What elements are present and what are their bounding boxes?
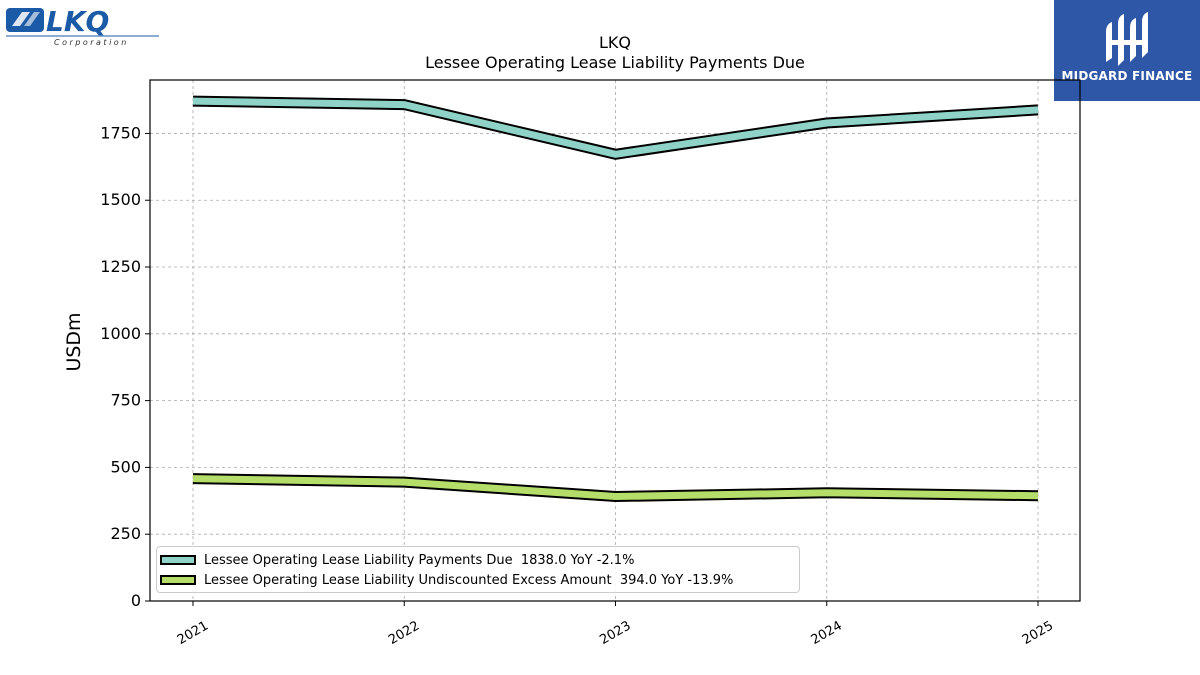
lkq-emblem-icon <box>6 8 44 32</box>
x-tick-label: 2021 <box>175 618 211 648</box>
legend-swatch-series1 <box>160 555 196 565</box>
y-axis: 0 250 500 750 1000 1250 1500 1750 <box>100 123 150 610</box>
y-tick-label: 1750 <box>100 123 141 142</box>
y-tick-label: 0 <box>131 591 141 610</box>
y-tick-label: 1500 <box>100 190 141 209</box>
y-tick-label: 750 <box>110 391 141 410</box>
series-lines <box>192 95 1039 503</box>
x-tick-label: 2022 <box>386 618 422 648</box>
y-axis-label: USDm <box>63 312 85 371</box>
lkq-sub-text: Corporation <box>54 38 129 47</box>
midgard-logo: MIDGARD FINANCE <box>1054 0 1200 101</box>
series-line <box>192 475 1039 501</box>
y-tick-label: 1000 <box>100 324 141 343</box>
series-line <box>192 97 1039 158</box>
chart-subtitle: Lessee Operating Lease Liability Payment… <box>425 53 805 72</box>
legend-item: Lessee Operating Lease Liability Undisco… <box>157 571 733 589</box>
x-axis: 2021 2022 2023 2024 2025 <box>175 601 1056 648</box>
x-tick-label: 2025 <box>1020 618 1056 648</box>
chart-title: LKQ <box>599 33 631 52</box>
midgard-brand-text: MIDGARD FINANCE <box>1061 69 1193 83</box>
x-tick-label: 2024 <box>809 618 845 648</box>
legend-label: Lessee Operating Lease Liability Undisco… <box>204 572 734 588</box>
x-tick-label: 2023 <box>597 618 633 648</box>
y-tick-label: 1250 <box>100 257 141 276</box>
y-tick-label: 250 <box>110 524 141 543</box>
lkq-brand-text: LKQ <box>46 5 109 38</box>
midgard-emblem-icon <box>1106 12 1148 66</box>
lkq-logo: LKQ Corporation <box>6 5 159 47</box>
legend: Lessee Operating Lease Liability Payment… <box>156 546 800 593</box>
legend-item: Lessee Operating Lease Liability Payment… <box>157 551 634 569</box>
legend-label: Lessee Operating Lease Liability Payment… <box>204 552 635 568</box>
legend-swatch-series2 <box>160 575 196 585</box>
y-tick-label: 500 <box>110 457 141 476</box>
